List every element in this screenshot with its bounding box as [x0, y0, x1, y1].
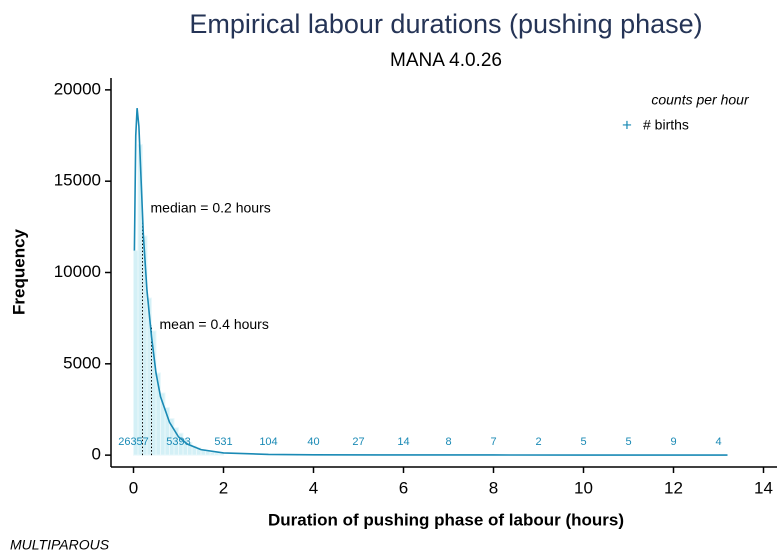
- y-tick-label: 5000: [63, 353, 101, 372]
- mean-label: mean = 0.4 hours: [160, 316, 269, 332]
- x-tick-label: 6: [399, 478, 408, 497]
- count-label: 14: [397, 436, 409, 448]
- bar: [133, 250, 139, 456]
- count-label: 27: [352, 436, 364, 448]
- y-tick-label: 15000: [54, 171, 101, 190]
- chart-title: Empirical labour durations (pushing phas…: [189, 9, 702, 39]
- count-label: 5393: [166, 436, 190, 448]
- count-label: 40: [307, 436, 319, 448]
- bar: [205, 450, 211, 456]
- y-axis-label: Frequency: [9, 228, 28, 315]
- legend-marker: +: [622, 115, 632, 134]
- count-label: 7: [490, 436, 496, 448]
- x-axis-label: Duration of pushing phase of labour (hou…: [268, 510, 624, 529]
- x-tick-label: 4: [309, 478, 318, 497]
- count-label: 531: [214, 436, 232, 448]
- x-tick-label: 2: [219, 478, 228, 497]
- count-label: 104: [259, 436, 277, 448]
- x-tick-label: 0: [129, 478, 138, 497]
- chart-subtitle: MANA 4.0.26: [390, 50, 502, 71]
- x-tick-label: 14: [754, 478, 773, 497]
- x-tick-label: 8: [489, 478, 498, 497]
- count-label: 5: [625, 436, 631, 448]
- count-label: 2: [535, 436, 541, 448]
- legend-title: counts per hour: [651, 92, 750, 108]
- footnote: MULTIPAROUS: [10, 537, 110, 553]
- count-label: 26357: [118, 436, 149, 448]
- bar: [214, 452, 220, 456]
- y-tick-label: 0: [92, 445, 101, 464]
- x-tick-label: 10: [574, 478, 593, 497]
- y-tick-label: 10000: [54, 262, 101, 281]
- density-line: [133, 108, 728, 456]
- x-tick-label: 12: [664, 478, 683, 497]
- count-label: 4: [715, 436, 721, 448]
- bar: [218, 453, 224, 456]
- bar: [209, 451, 215, 456]
- legend-label: # births: [643, 117, 689, 133]
- count-label: 9: [670, 436, 676, 448]
- count-label: 5: [580, 436, 586, 448]
- y-tick-label: 20000: [54, 79, 101, 98]
- count-label: 8: [445, 436, 451, 448]
- median-label: median = 0.2 hours: [151, 199, 271, 215]
